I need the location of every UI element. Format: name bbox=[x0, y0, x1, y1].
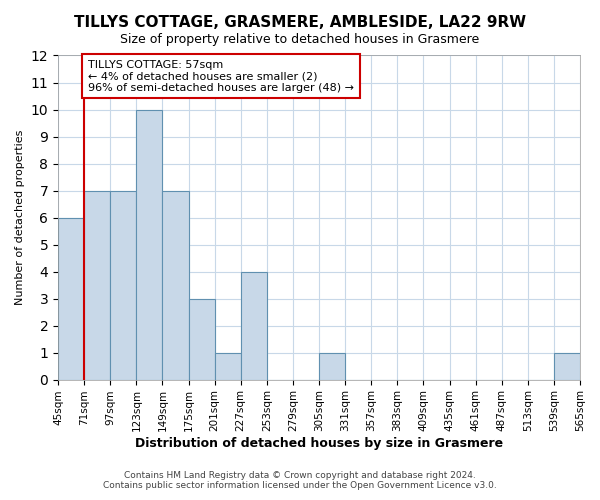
Bar bbox=[58, 218, 84, 380]
Bar bbox=[163, 190, 188, 380]
Text: Size of property relative to detached houses in Grasmere: Size of property relative to detached ho… bbox=[121, 32, 479, 46]
Bar bbox=[110, 190, 136, 380]
Bar bbox=[84, 190, 110, 380]
Text: TILLYS COTTAGE: 57sqm
← 4% of detached houses are smaller (2)
96% of semi-detach: TILLYS COTTAGE: 57sqm ← 4% of detached h… bbox=[88, 60, 354, 93]
Bar bbox=[136, 110, 163, 380]
Bar bbox=[215, 352, 241, 380]
Y-axis label: Number of detached properties: Number of detached properties bbox=[15, 130, 25, 305]
Bar bbox=[554, 352, 580, 380]
Text: Contains HM Land Registry data © Crown copyright and database right 2024.
Contai: Contains HM Land Registry data © Crown c… bbox=[103, 470, 497, 490]
X-axis label: Distribution of detached houses by size in Grasmere: Distribution of detached houses by size … bbox=[135, 437, 503, 450]
Bar bbox=[319, 352, 345, 380]
Text: TILLYS COTTAGE, GRASMERE, AMBLESIDE, LA22 9RW: TILLYS COTTAGE, GRASMERE, AMBLESIDE, LA2… bbox=[74, 15, 526, 30]
Bar bbox=[188, 298, 215, 380]
Bar bbox=[241, 272, 267, 380]
